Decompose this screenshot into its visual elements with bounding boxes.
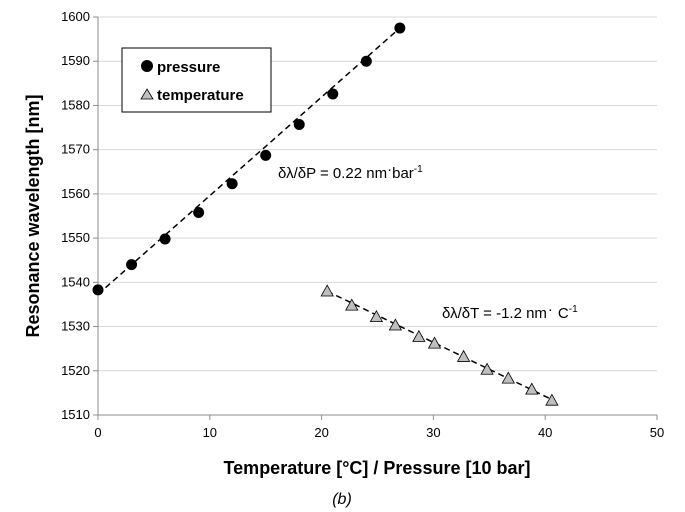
fit-line-pressure bbox=[97, 27, 401, 295]
data-point-temperature bbox=[456, 349, 471, 362]
data-point-temperature bbox=[320, 284, 334, 297]
x-axis-title: Temperature [°C] / Pressure [10 bar] bbox=[224, 458, 531, 478]
x-tick-label: 0 bbox=[94, 425, 101, 440]
y-tick-label: 1560 bbox=[61, 186, 90, 201]
y-tick-label: 1580 bbox=[61, 97, 90, 112]
y-tick-label: 1600 bbox=[61, 9, 90, 24]
data-point-pressure bbox=[360, 55, 372, 67]
temperature-slope-annotation: δλ/δT = -1.2 nm· C-1 bbox=[442, 301, 578, 322]
data-point-pressure bbox=[260, 149, 272, 161]
y-tick-label: 1510 bbox=[61, 407, 90, 422]
x-tick-label: 50 bbox=[650, 425, 664, 440]
temperature-slope-dot: · bbox=[548, 301, 553, 318]
x-tick-labels: 0 10 20 30 40 50 bbox=[94, 425, 664, 440]
y-tick-label: 1590 bbox=[61, 53, 90, 68]
pressure-slope-unit: bar bbox=[392, 165, 414, 182]
data-point-temperature bbox=[501, 371, 515, 384]
pressure-slope-exp: -1 bbox=[414, 164, 423, 175]
data-point-temperature bbox=[345, 298, 359, 311]
axes bbox=[93, 16, 658, 420]
fit-line-temperature bbox=[326, 290, 553, 401]
data-point-pressure bbox=[327, 88, 339, 100]
legend-label-temperature: temperature bbox=[157, 87, 244, 104]
legend-box bbox=[121, 47, 272, 113]
y-tick-label: 1530 bbox=[61, 319, 90, 334]
pressure-slope-main: δλ/δP = 0.22 nm bbox=[278, 165, 387, 182]
y-tick-label: 1540 bbox=[61, 274, 90, 289]
data-point-pressure bbox=[159, 233, 171, 245]
y-axis-title: Resonance wavelength [nm] bbox=[23, 94, 43, 337]
pressure-slope-dot: · bbox=[387, 161, 392, 178]
data-point-temperature bbox=[427, 336, 442, 349]
figure-caption: (b) bbox=[332, 491, 352, 508]
data-point-temperature bbox=[525, 382, 539, 395]
pressure-slope-annotation: δλ/δP = 0.22 nm·bar-1 bbox=[278, 161, 423, 182]
data-point-pressure bbox=[226, 178, 238, 190]
data-point-pressure bbox=[293, 118, 305, 130]
data-point-pressure bbox=[394, 22, 406, 34]
data-point-pressure bbox=[126, 259, 138, 271]
temperature-slope-main: δλ/δT = -1.2 nm bbox=[442, 305, 547, 322]
data-point-temperature bbox=[480, 362, 494, 375]
y-tick-label: 1570 bbox=[61, 142, 90, 157]
x-tick-label: 30 bbox=[426, 425, 440, 440]
data-point-pressure bbox=[193, 206, 205, 218]
legend-marker-temperature bbox=[140, 88, 154, 100]
data-point-temperature bbox=[412, 329, 426, 342]
y-tick-label: 1550 bbox=[61, 230, 90, 245]
legend-marker-pressure bbox=[141, 60, 153, 72]
x-tick-label: 40 bbox=[538, 425, 552, 440]
legend: pressure temperature bbox=[121, 47, 272, 113]
data-point-temperature bbox=[545, 393, 559, 406]
x-tick-label: 20 bbox=[314, 425, 328, 440]
y-tick-labels: 1510 1520 1530 1540 1550 1560 1570 1580 1590 1600 bbox=[61, 9, 90, 422]
data-points bbox=[92, 22, 559, 406]
fit-lines bbox=[97, 27, 553, 401]
legend-label-pressure: pressure bbox=[157, 59, 220, 76]
data-point-pressure bbox=[92, 284, 104, 296]
temperature-slope-unit: C bbox=[558, 305, 569, 322]
data-point-temperature bbox=[388, 318, 403, 331]
x-tick-label: 10 bbox=[203, 425, 217, 440]
y-tick-label: 1520 bbox=[61, 363, 90, 378]
data-point-temperature bbox=[369, 310, 384, 323]
temperature-slope-exp: -1 bbox=[569, 304, 578, 315]
